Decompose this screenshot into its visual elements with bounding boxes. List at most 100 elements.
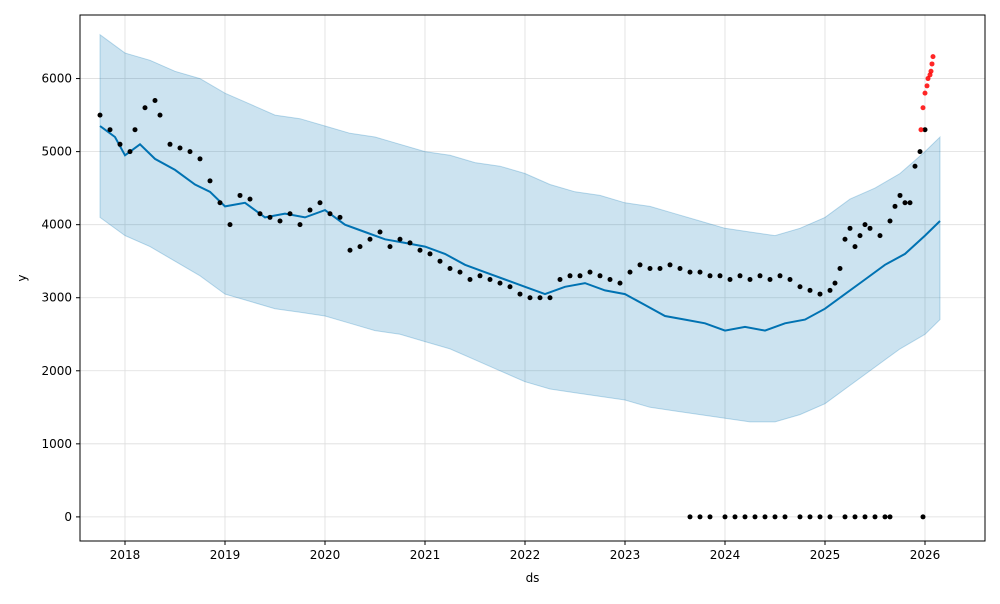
observed-zero-point [772,514,778,520]
observed-point [747,276,753,282]
observed-point [867,225,873,231]
observed-point [917,149,923,155]
observed-point [657,266,663,272]
y-tick-label: 1000 [41,437,72,451]
observed-point [417,247,423,253]
observed-point [547,295,553,301]
observed-zero-point [842,514,848,520]
observed-zero-point [852,514,858,520]
observed-point [387,244,393,250]
observed-zero-point [817,514,823,520]
observed-point [837,266,843,272]
observed-point [477,273,483,279]
observed-point [517,291,523,297]
observed-point [307,207,313,213]
observed-point [757,273,763,279]
observed-point [117,141,123,147]
observed-point [397,236,403,242]
observed-point [647,266,653,272]
observed-point [227,222,233,228]
observed-point [627,269,633,275]
x-tick-label: 2023 [610,548,641,562]
y-axis-ticks: 0 1000 2000 3000 4000 5000 6000 [41,72,80,524]
observed-point [727,276,733,282]
observed-point [427,251,433,257]
observed-point [207,178,213,184]
observed-point [237,192,243,198]
observed-point [852,244,858,250]
observed-point [487,276,493,282]
observed-point [247,196,253,202]
observed-point [457,269,463,275]
observed-point [717,273,723,279]
observed-point [497,280,503,286]
observed-zero-point [722,514,728,520]
observed-zero-point [762,514,768,520]
observed-zero-point [707,514,713,520]
observed-point [437,258,443,264]
observed-zero-point [887,514,893,520]
recent-points-layer [918,54,936,133]
observed-point [787,276,793,282]
observed-point [157,112,163,118]
observed-point [577,273,583,279]
observed-point [637,262,643,268]
observed-point [697,269,703,275]
observed-point [177,145,183,151]
observed-point [187,149,193,155]
uncertainty-band [99,33,941,423]
observed-point [817,291,823,297]
observed-point [707,273,713,279]
x-tick-label: 2025 [810,548,841,562]
observed-point [842,236,848,242]
observed-point [557,276,563,282]
observed-point [877,233,883,239]
observed-point [847,225,853,231]
recent-point [925,76,931,82]
y-tick-label: 3000 [41,291,72,305]
observed-point [887,218,893,224]
x-tick-label: 2018 [110,548,141,562]
observed-zero-point [862,514,868,520]
y-tick-label: 5000 [41,145,72,159]
observed-point [357,244,363,250]
y-tick-label: 2000 [41,364,72,378]
observed-point [537,295,543,301]
observed-point [912,163,918,169]
observed-zero-point [732,514,738,520]
x-tick-label: 2020 [310,548,341,562]
observed-point [767,276,773,282]
recent-point [918,127,924,133]
x-tick-label: 2022 [510,548,541,562]
observed-point [807,287,813,293]
x-tick-label: 2026 [910,548,941,562]
observed-point [97,112,103,118]
x-axis-label: ds [526,571,540,585]
observed-point [257,211,263,217]
observed-point [857,233,863,239]
observed-point [297,222,303,228]
observed-point [607,276,613,282]
observed-point [597,273,603,279]
observed-point [267,214,273,220]
observed-point [377,229,383,235]
recent-point [922,90,928,96]
y-tick-label: 6000 [41,72,72,86]
observed-point [337,214,343,220]
observed-zero-point [687,514,693,520]
plot-frame [79,14,986,542]
observed-zero-point [920,514,926,520]
recent-point [924,83,930,89]
observed-point [797,284,803,290]
observed-point [667,262,673,268]
observed-point [617,280,623,286]
observed-point [777,273,783,279]
observed-points-layer [97,97,928,520]
observed-point [142,105,148,111]
recent-point [929,61,935,67]
y-tick-label: 0 [64,510,72,524]
observed-zero-point [807,514,813,520]
forecast-line [99,125,941,332]
observed-point [677,266,683,272]
